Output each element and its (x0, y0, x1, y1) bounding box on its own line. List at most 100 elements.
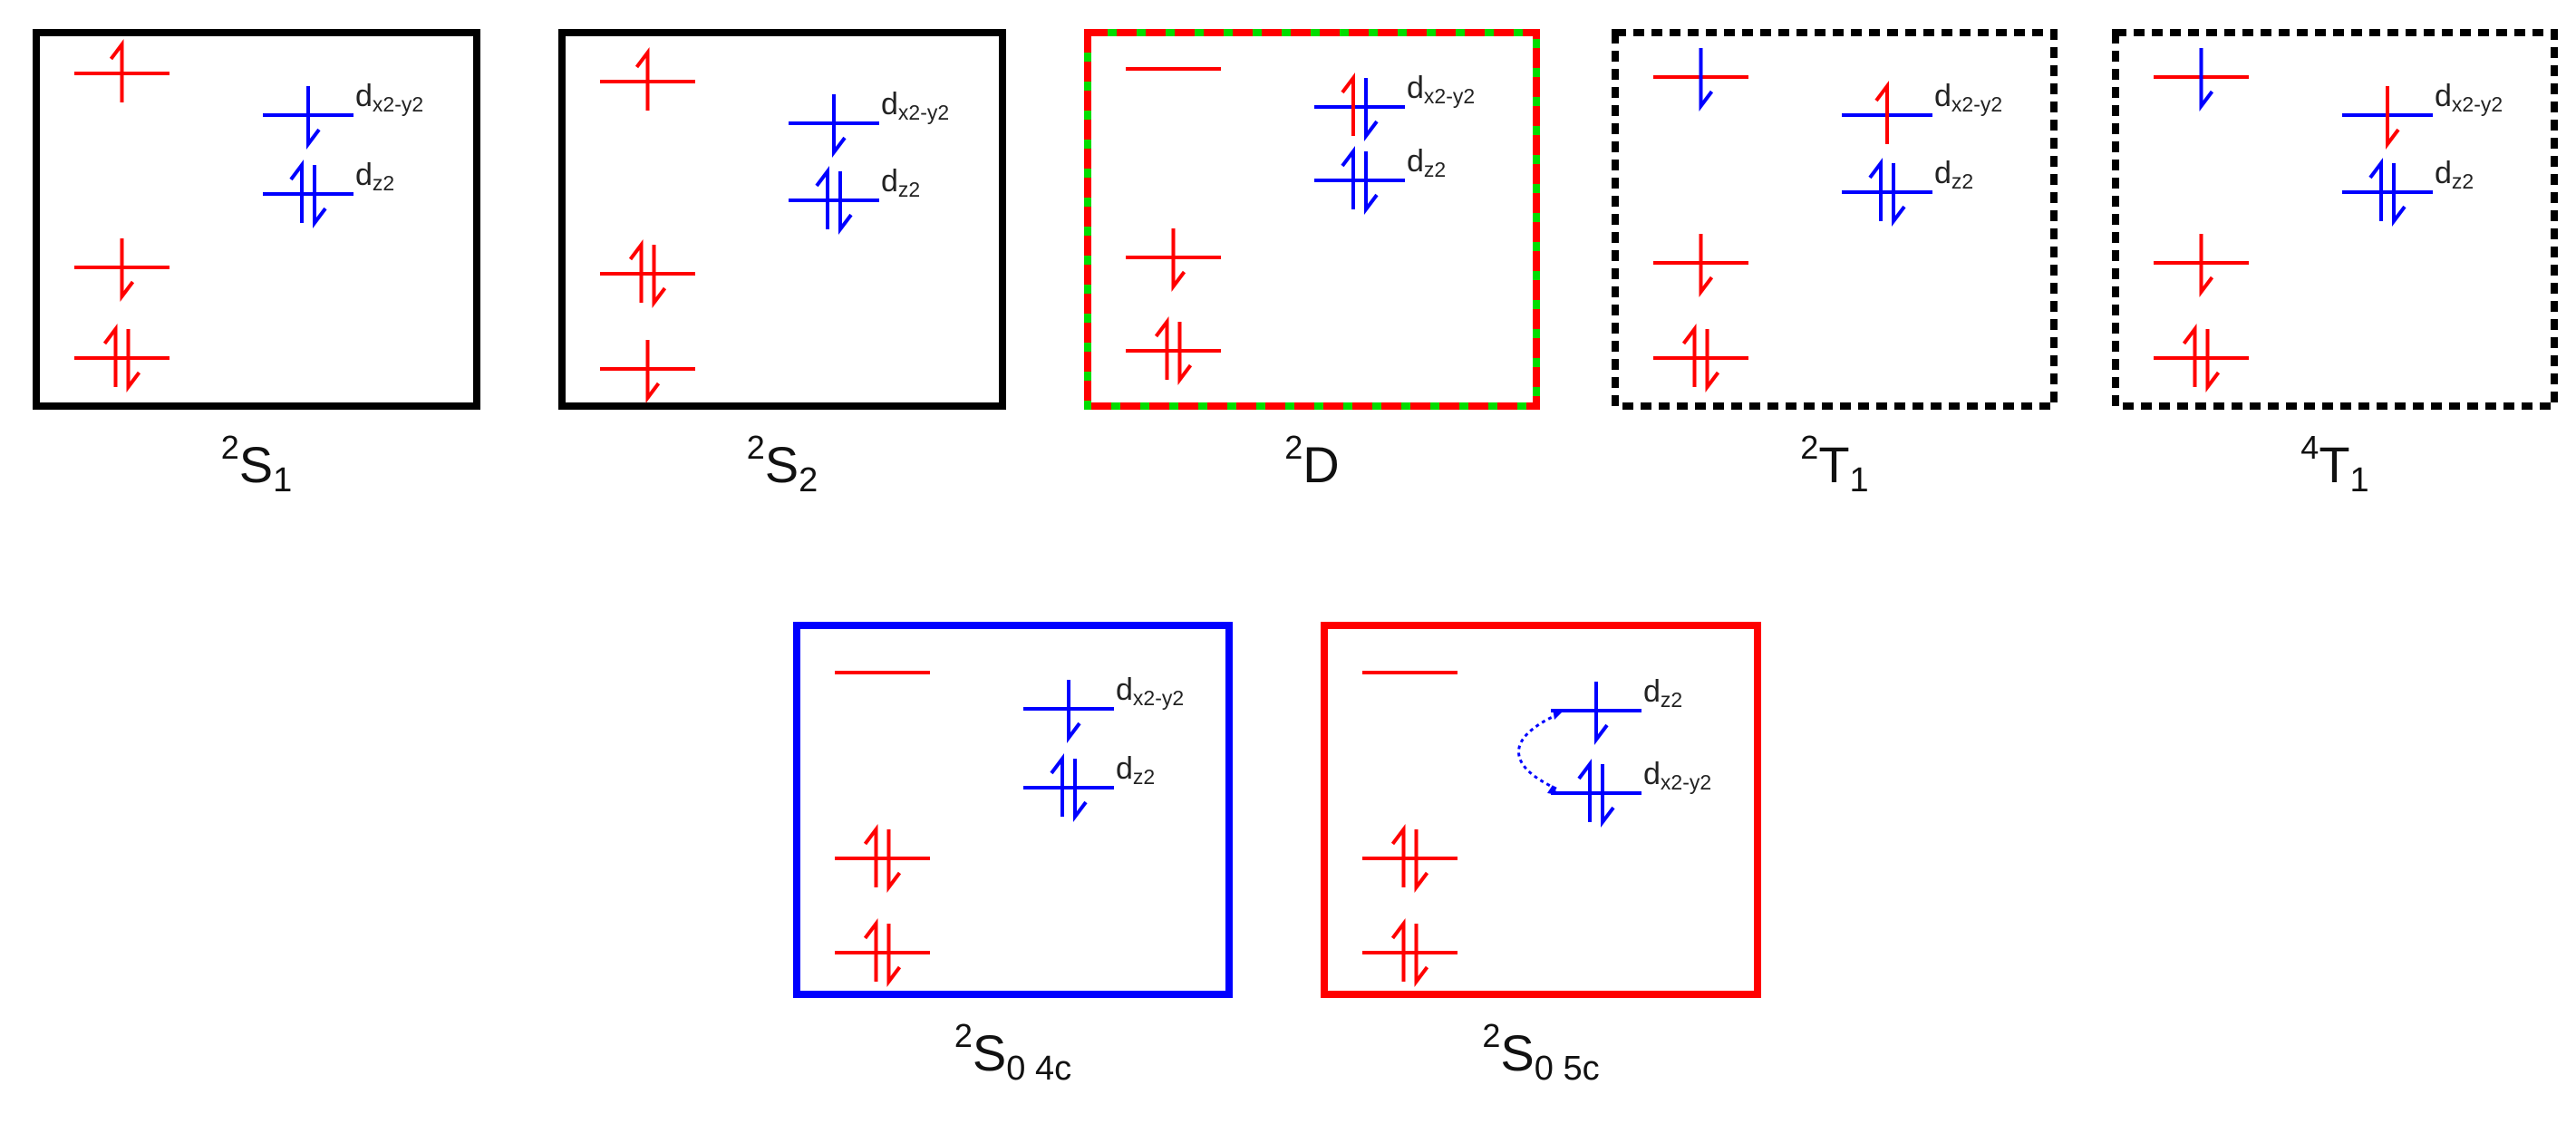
left-energy-level-up-arrow (628, 239, 644, 303)
left-energy-level-down-arrow (645, 340, 661, 403)
orbital-label-sub: z2 (2451, 170, 2474, 193)
left-energy-level-up-arrow (1390, 918, 1406, 982)
state-box (793, 622, 1233, 998)
left-energy-level-up-arrow (2182, 324, 2197, 387)
state-label-main: D (1303, 436, 1340, 493)
orbital-label-main: d (881, 164, 898, 199)
orbital-label-sub: x2-y2 (1951, 92, 2003, 116)
left-energy-level-down-arrow (1699, 48, 1714, 111)
state-label-main: S (972, 1024, 1007, 1081)
orbital-label-sub: z2 (1132, 765, 1156, 789)
orbital-label-main: d (2435, 79, 2452, 113)
orbital-label: dx2-y2 (1407, 73, 1475, 107)
orbital-label-sub: x2-y2 (372, 92, 424, 116)
d-orbital-level-down-arrow (1601, 764, 1615, 828)
orbital-label: dx2-y2 (355, 81, 423, 115)
d-orbital-level-up-arrow (289, 160, 304, 223)
d-orbital-level-up-arrow (1868, 158, 1883, 221)
orbital-label-main: d (2435, 156, 2452, 190)
d-orbital-level-down-arrow (1364, 151, 1379, 215)
orbital-label: dx2-y2 (1116, 674, 1184, 709)
left-energy-level-up-arrow (1681, 324, 1697, 387)
d-orbital-level-down-arrow (1364, 78, 1379, 141)
state-label-sup: 2 (1800, 429, 1819, 466)
state-box (558, 29, 1006, 410)
orbital-label: dx2-y2 (1934, 81, 2002, 115)
orbital-label: dx2-y2 (2435, 81, 2503, 115)
state-label-sup: 2 (1284, 429, 1303, 466)
d-orbital-level-down-arrow (2386, 86, 2400, 150)
orbital-label-main: d (1407, 71, 1424, 105)
state-box (1321, 622, 1761, 998)
state-label-sup: 2 (746, 429, 765, 466)
d-orbital-level-up-arrow (1577, 759, 1592, 822)
left-energy-level-down-arrow (2199, 234, 2214, 297)
left-energy-level-down-arrow (886, 924, 902, 987)
state-label: 4T1 (2300, 429, 2368, 499)
state-label-sub: 1 (273, 461, 293, 499)
left-energy-level-down-arrow (886, 829, 902, 893)
state-label-main: S (1500, 1024, 1535, 1081)
state-label-sup: 4 (2300, 429, 2319, 466)
orbital-label-main: d (1116, 751, 1133, 786)
orbital-label-sub: x2-y2 (2451, 92, 2503, 116)
d-orbital-level-down-arrow (2392, 163, 2407, 227)
orbital-label-sub: x2-y2 (1423, 84, 1476, 108)
state-label: 2S1 (220, 429, 293, 499)
state-label-sub: 1 (1849, 461, 1869, 499)
state-label-sub: 0 4c (1006, 1050, 1072, 1088)
d-orbital-level-up-arrow (2368, 158, 2383, 221)
d-orbital-level-up-arrow (815, 166, 829, 229)
orbital-label: dz2 (1934, 158, 1973, 192)
arrowhead-icon (1553, 709, 1562, 720)
state-label-main: S (238, 436, 274, 493)
state-label: 2D (1284, 431, 1339, 498)
d-orbital-level-up-arrow (1050, 753, 1064, 817)
left-energy-level-down-arrow (652, 245, 667, 308)
state-label-sub: 2 (799, 461, 818, 499)
state-box (1084, 29, 1540, 410)
orbital-label-sub: z2 (897, 178, 921, 201)
d-orbital-level-up-arrow (1341, 73, 1355, 136)
orbital-label-sub: z2 (372, 171, 395, 195)
orbital-label-sub: x2-y2 (1132, 686, 1185, 710)
left-energy-level-up-arrow (109, 39, 124, 102)
state-label-main: S (764, 436, 799, 493)
orbital-label: dz2 (881, 166, 920, 200)
state-label-sup: 2 (954, 1017, 973, 1054)
d-orbital-level-down-arrow (1594, 682, 1609, 745)
electron-transfer-arrow (1517, 712, 1559, 791)
d-orbital-level-down-arrow (1073, 759, 1088, 822)
orbital-label-sub: x2-y2 (1660, 770, 1712, 794)
left-energy-level-down-arrow (1699, 234, 1714, 297)
state-box (33, 29, 480, 410)
orbital-label-sub: z2 (1423, 158, 1447, 181)
orbital-label: dz2 (1643, 676, 1682, 711)
left-energy-level-up-arrow (1390, 824, 1406, 887)
orbital-label-main: d (355, 158, 373, 192)
state-box (1612, 29, 2058, 410)
orbital-label-main: d (1643, 757, 1661, 791)
d-orbital-level-down-arrow (1892, 163, 1906, 227)
orbital-label-main: d (1934, 79, 1951, 113)
left-energy-level-down-arrow (126, 329, 141, 392)
orbital-label-sub: x2-y2 (897, 101, 950, 124)
left-energy-level-down-arrow (1171, 228, 1186, 292)
orbital-label: dz2 (1407, 146, 1446, 180)
left-energy-level-up-arrow (863, 824, 878, 887)
orbital-label-main: d (881, 87, 898, 121)
orbital-label-sub: z2 (1660, 688, 1683, 712)
d-orbital-level-down-arrow (838, 171, 853, 235)
left-energy-level-down-arrow (120, 238, 135, 302)
orbital-label-main: d (1116, 673, 1133, 707)
left-energy-level-up-arrow (863, 918, 878, 982)
state-label-sup: 2 (1482, 1017, 1501, 1054)
orbital-label: dz2 (2435, 158, 2474, 192)
state-box (2112, 29, 2558, 410)
orbital-label-sub: z2 (1951, 170, 1974, 193)
orbital-label: dx2-y2 (1643, 759, 1711, 793)
orbital-label-main: d (1934, 156, 1951, 190)
d-orbital-level-down-arrow (313, 165, 327, 228)
state-label-sup: 2 (220, 429, 239, 466)
